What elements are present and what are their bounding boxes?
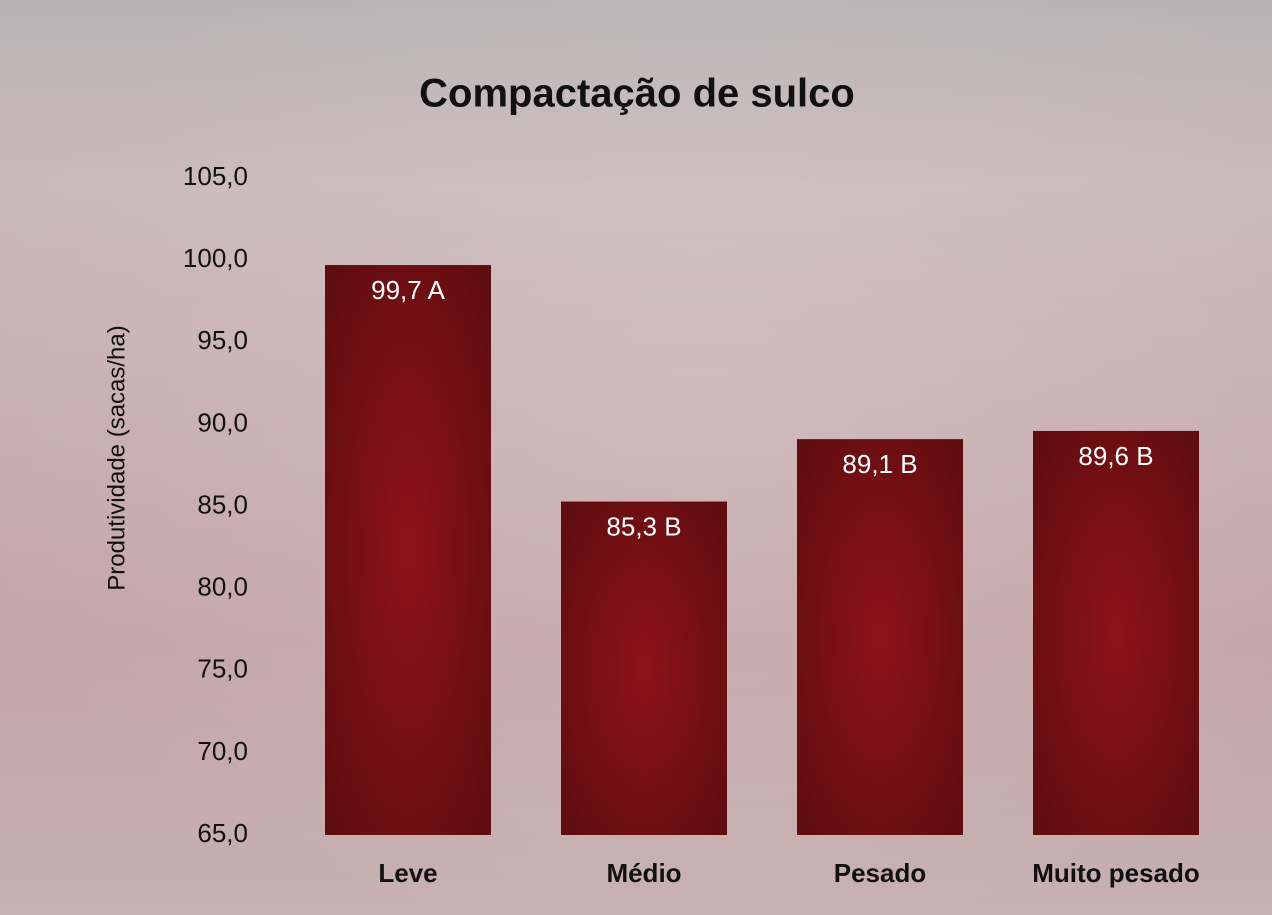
y-tick-label: 105,0 (183, 161, 248, 191)
y-tick-label: 80,0 (197, 572, 248, 602)
x-tick-label: Médio (606, 858, 681, 888)
y-tick-label: 85,0 (197, 489, 248, 519)
value-label: 89,1 B (842, 449, 917, 479)
x-tick-label: Leve (378, 858, 437, 888)
bar-shading (325, 265, 491, 835)
y-tick-label: 75,0 (197, 654, 248, 684)
y-tick-label: 70,0 (197, 736, 248, 766)
y-tick-label: 65,0 (197, 818, 248, 848)
x-tick-label: Muito pesado (1032, 858, 1200, 888)
y-tick-label: 90,0 (197, 407, 248, 437)
chart-title: Compactação de sulco (419, 72, 855, 116)
value-label: 99,7 A (371, 275, 445, 305)
bar-shading (1033, 430, 1199, 835)
y-tick-label: 100,0 (183, 243, 248, 273)
bar-shading (797, 439, 963, 835)
y-tick-label: 95,0 (197, 325, 248, 355)
value-label: 85,3 B (606, 511, 681, 541)
y-axis-label: Produtividade (sacas/ha) (103, 325, 130, 590)
value-label: 89,6 B (1078, 441, 1153, 471)
bar-shading (561, 501, 727, 835)
x-tick-label: Pesado (834, 858, 927, 888)
